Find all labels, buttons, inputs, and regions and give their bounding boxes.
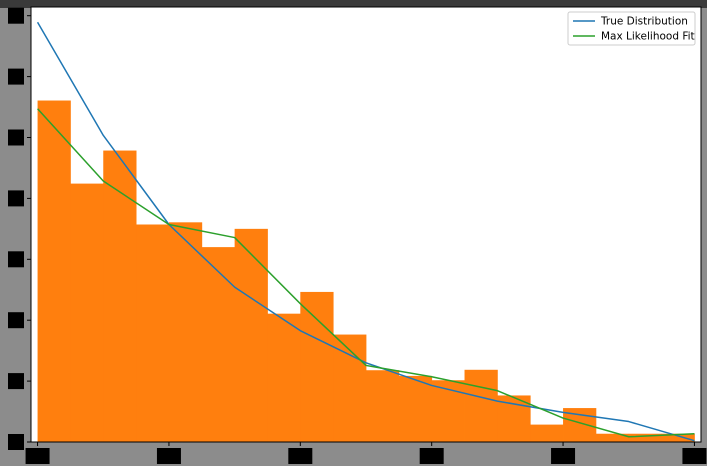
y-axis — [8, 7, 31, 450]
histogram-bar — [661, 433, 695, 442]
y-tick-label — [8, 373, 24, 390]
histogram-bar — [595, 433, 630, 442]
y-tick-label — [8, 312, 24, 329]
series-line-true-distribution — [36, 21, 695, 442]
legend-label-true-distribution: True Distribution — [600, 16, 688, 28]
window-top-bar — [0, 0, 707, 8]
series-lines — [36, 21, 695, 442]
histogram-bar — [70, 183, 104, 443]
histogram-bar — [168, 222, 203, 442]
legend-box — [567, 11, 696, 46]
x-tick-label — [156, 448, 181, 464]
histogram-bar — [267, 313, 301, 442]
histogram-bar — [464, 369, 498, 442]
histogram-bar — [366, 370, 400, 442]
histogram-bar — [398, 375, 433, 442]
y-tick-label — [8, 7, 24, 24]
histogram-bar — [234, 228, 268, 442]
y-tick-label — [8, 68, 24, 85]
series-line-max-likelihood-fit — [37, 108, 695, 438]
histogram-bar — [136, 224, 170, 442]
legend-label-max-likelihood-fit: Max Likelihood Fit — [601, 31, 695, 43]
y-tick-label — [8, 251, 24, 268]
x-axis — [25, 442, 707, 464]
histogram-bar — [431, 380, 465, 442]
legend: True Distribution Max Likelihood Fit — [567, 11, 696, 46]
x-tick-label — [551, 448, 576, 464]
y-tick-label — [8, 190, 24, 207]
x-tick-label — [682, 448, 707, 464]
x-tick-label — [25, 448, 50, 464]
histogram-bar — [37, 100, 71, 443]
histogram-bar — [333, 334, 367, 442]
histogram-bar — [300, 291, 334, 442]
histogram-bar — [530, 424, 564, 442]
x-tick-label — [288, 448, 313, 464]
y-tick-label — [8, 434, 24, 450]
x-tick-label — [419, 448, 444, 464]
plot-frame — [30, 6, 702, 443]
y-tick-label — [8, 129, 24, 146]
histogram-bar — [103, 150, 137, 443]
histogram-bars — [37, 100, 695, 443]
histogram-bar — [201, 247, 236, 442]
histogram-bar — [628, 433, 662, 442]
